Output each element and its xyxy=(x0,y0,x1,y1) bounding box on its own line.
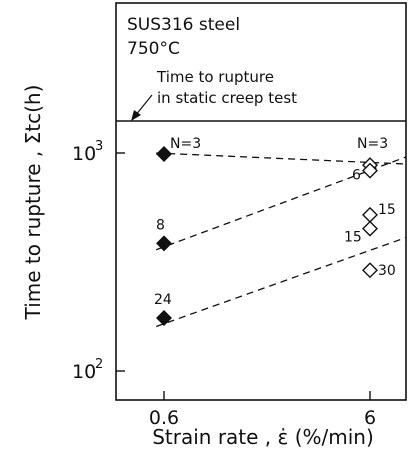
trend-line-1 xyxy=(156,152,407,165)
point-label: 24 xyxy=(154,292,172,308)
open-diamond-marker xyxy=(362,206,378,223)
y-tick-label: 10 xyxy=(72,361,96,383)
trend-line-3 xyxy=(155,236,407,328)
y-tick-label: 10 xyxy=(72,143,96,165)
point-label: 15 xyxy=(378,202,396,218)
temperature-label: 750°C xyxy=(127,39,180,59)
static-creep-label-line1: Time to rupture xyxy=(156,68,274,86)
data-markers xyxy=(156,145,378,327)
plot-area: N=3 8 24 N=3 6 15 15 30 xyxy=(115,2,407,401)
filled-diamond-marker xyxy=(156,310,172,327)
plot-frame xyxy=(115,2,407,401)
static-creep-label-line2: in static creep test xyxy=(157,89,297,107)
point-label: 6 xyxy=(352,168,361,184)
open-diamond-marker xyxy=(362,262,378,279)
filled-diamond-marker xyxy=(156,145,172,162)
point-label: 8 xyxy=(156,217,165,233)
material-label: SUS316 steel xyxy=(127,15,240,35)
open-diamond-marker xyxy=(362,220,378,237)
point-label: N=3 xyxy=(170,136,201,152)
y-tick-exponent: 3 xyxy=(95,139,103,154)
static-creep-arrow xyxy=(131,94,153,121)
point-label: 30 xyxy=(378,263,396,279)
y-axis-title: Time to rupture , Σtc(h) xyxy=(21,85,45,321)
trend-lines xyxy=(155,152,407,328)
x-axis-title: Strain rate , ε̇ (%/min) xyxy=(152,425,374,449)
filled-diamond-marker xyxy=(156,235,172,252)
axis-ticks xyxy=(116,152,371,400)
x-tick-label: 6 xyxy=(364,407,376,429)
x-tick-labels: 0.6 6 xyxy=(149,407,376,429)
point-label: 15 xyxy=(344,230,362,246)
y-tick-exponent: 2 xyxy=(95,357,103,372)
point-label: N=3 xyxy=(357,136,388,152)
open-diamond-marker xyxy=(362,162,378,179)
point-labels: N=3 8 24 N=3 6 15 15 30 xyxy=(154,136,396,308)
x-tick-label: 0.6 xyxy=(149,407,179,429)
